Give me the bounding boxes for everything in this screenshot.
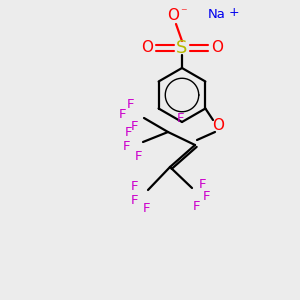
Text: F: F bbox=[130, 119, 138, 133]
Text: F: F bbox=[118, 109, 126, 122]
Text: +: + bbox=[229, 5, 239, 19]
Text: O: O bbox=[141, 40, 153, 56]
Text: F: F bbox=[202, 190, 210, 202]
Text: F: F bbox=[198, 178, 206, 190]
Text: F: F bbox=[176, 112, 184, 125]
Text: F: F bbox=[130, 179, 138, 193]
Text: F: F bbox=[142, 202, 150, 214]
Text: S: S bbox=[176, 39, 188, 57]
Text: F: F bbox=[123, 140, 131, 152]
Text: F: F bbox=[135, 149, 143, 163]
Text: O: O bbox=[211, 40, 223, 56]
Text: F: F bbox=[125, 125, 133, 139]
Text: ⁻: ⁻ bbox=[180, 7, 186, 20]
Text: F: F bbox=[126, 98, 134, 110]
Text: O: O bbox=[167, 8, 179, 23]
Text: F: F bbox=[192, 200, 200, 212]
Text: O: O bbox=[212, 118, 224, 133]
Text: Na: Na bbox=[208, 8, 226, 20]
Text: F: F bbox=[130, 194, 138, 206]
